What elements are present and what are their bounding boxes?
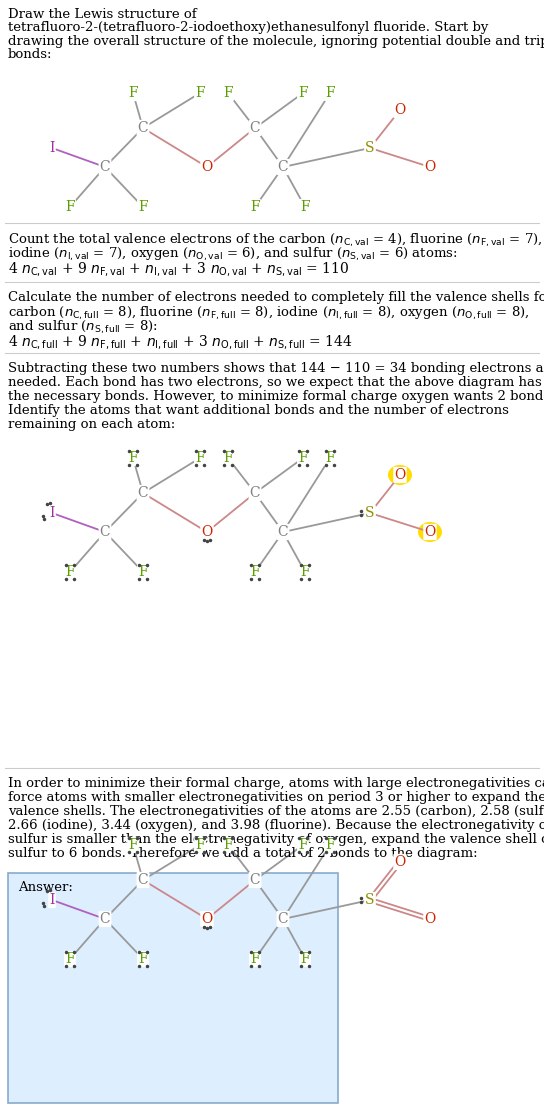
Text: O: O — [201, 525, 213, 539]
Text: C: C — [138, 121, 149, 135]
Text: C: C — [250, 486, 261, 500]
Text: C: C — [277, 160, 288, 173]
Text: 4 $n_{\mathrm{C,full}}$ + 9 $n_{\mathrm{F,full}}$ + $n_{\mathrm{I,full}}$ + 3 $n: 4 $n_{\mathrm{C,full}}$ + 9 $n_{\mathrm{… — [8, 332, 353, 351]
Text: F: F — [223, 451, 233, 465]
Text: F: F — [300, 565, 310, 579]
Text: In order to minimize their formal charge, atoms with large electronegativities c: In order to minimize their formal charge… — [8, 777, 544, 790]
Text: Identify the atoms that want additional bonds and the number of electrons: Identify the atoms that want additional … — [8, 404, 509, 417]
Text: F: F — [298, 86, 308, 100]
Text: F: F — [325, 838, 335, 852]
Text: F: F — [223, 838, 233, 852]
Text: O: O — [394, 468, 406, 481]
Text: F: F — [138, 565, 148, 579]
Text: valence shells. The electronegativities of the atoms are 2.55 (carbon), 2.58 (su: valence shells. The electronegativities … — [8, 805, 544, 818]
Text: remaining on each atom:: remaining on each atom: — [8, 418, 175, 431]
Text: F: F — [65, 565, 75, 579]
Ellipse shape — [388, 465, 412, 485]
Text: the necessary bonds. However, to minimize formal charge oxygen wants 2 bonds.: the necessary bonds. However, to minimiz… — [8, 390, 544, 403]
Text: Subtracting these two numbers shows that 144 − 110 = 34 bonding electrons are: Subtracting these two numbers shows that… — [8, 363, 544, 375]
Text: C: C — [250, 121, 261, 135]
Text: needed. Each bond has two electrons, so we expect that the above diagram has all: needed. Each bond has two electrons, so … — [8, 376, 544, 389]
Text: S: S — [365, 141, 375, 155]
Text: S: S — [365, 506, 375, 520]
Text: F: F — [138, 952, 148, 966]
Text: F: F — [65, 200, 75, 214]
Text: S: S — [365, 893, 375, 907]
Text: F: F — [138, 200, 148, 214]
Text: Answer:: Answer: — [18, 881, 73, 894]
Text: O: O — [424, 912, 436, 926]
Text: F: F — [128, 451, 138, 465]
Ellipse shape — [418, 522, 442, 542]
Text: sulfur is smaller than the electronegativity of oxygen, expand the valence shell: sulfur is smaller than the electronegati… — [8, 833, 544, 846]
Text: bonds:: bonds: — [8, 49, 53, 61]
Text: I: I — [50, 893, 55, 907]
Text: F: F — [65, 952, 75, 966]
Text: F: F — [223, 86, 233, 100]
Text: C: C — [100, 160, 110, 173]
Text: I: I — [50, 141, 55, 155]
Text: force atoms with smaller electronegativities on period 3 or higher to expand the: force atoms with smaller electronegativi… — [8, 791, 544, 804]
Text: O: O — [424, 525, 436, 539]
Text: O: O — [201, 160, 213, 173]
Text: C: C — [100, 912, 110, 926]
Text: C: C — [277, 912, 288, 926]
Text: C: C — [100, 525, 110, 539]
Text: F: F — [250, 200, 260, 214]
Text: O: O — [394, 103, 406, 117]
Text: F: F — [325, 451, 335, 465]
Text: F: F — [298, 838, 308, 852]
Text: carbon ($n_{\mathrm{C,full}}$ = 8), fluorine ($n_{\mathrm{F,full}}$ = 8), iodine: carbon ($n_{\mathrm{C,full}}$ = 8), fluo… — [8, 305, 529, 322]
Text: F: F — [300, 952, 310, 966]
Text: F: F — [250, 952, 260, 966]
Text: Draw the Lewis structure of: Draw the Lewis structure of — [8, 8, 196, 21]
Text: O: O — [394, 855, 406, 868]
Text: tetrafluoro-2-(tetrafluoro-2-iodoethoxy)ethanesulfonyl fluoride. Start by: tetrafluoro-2-(tetrafluoro-2-iodoethoxy)… — [8, 21, 489, 34]
Text: O: O — [424, 160, 436, 173]
Text: sulfur to 6 bonds. Therefore we add a total of 2 bonds to the diagram:: sulfur to 6 bonds. Therefore we add a to… — [8, 847, 478, 860]
Text: F: F — [195, 86, 205, 100]
Text: C: C — [277, 525, 288, 539]
Text: F: F — [298, 451, 308, 465]
Text: Calculate the number of electrons needed to completely fill the valence shells f: Calculate the number of electrons needed… — [8, 291, 544, 304]
Text: F: F — [300, 200, 310, 214]
Text: F: F — [195, 451, 205, 465]
Text: I: I — [50, 506, 55, 520]
Text: iodine ($n_{\mathrm{I,val}}$ = 7), oxygen ($n_{\mathrm{O,val}}$ = 6), and sulfur: iodine ($n_{\mathrm{I,val}}$ = 7), oxyge… — [8, 246, 458, 264]
Text: drawing the overall structure of the molecule, ignoring potential double and tri: drawing the overall structure of the mol… — [8, 34, 544, 48]
Text: C: C — [138, 873, 149, 887]
Text: Count the total valence electrons of the carbon ($n_{\mathrm{C,val}}$ = 4), fluo: Count the total valence electrons of the… — [8, 232, 542, 249]
Text: F: F — [128, 838, 138, 852]
Text: F: F — [128, 86, 138, 100]
Text: F: F — [195, 838, 205, 852]
Text: F: F — [250, 565, 260, 579]
Text: F: F — [325, 86, 335, 100]
Text: C: C — [138, 486, 149, 500]
Text: C: C — [250, 873, 261, 887]
Text: O: O — [201, 912, 213, 926]
Text: 4 $n_{\mathrm{C,val}}$ + 9 $n_{\mathrm{F,val}}$ + $n_{\mathrm{I,val}}$ + 3 $n_{\: 4 $n_{\mathrm{C,val}}$ + 9 $n_{\mathrm{F… — [8, 260, 349, 278]
FancyBboxPatch shape — [8, 873, 338, 1103]
Text: 2.66 (iodine), 3.44 (oxygen), and 3.98 (fluorine). Because the electronegativity: 2.66 (iodine), 3.44 (oxygen), and 3.98 (… — [8, 820, 544, 832]
Text: and sulfur ($n_{\mathrm{S,full}}$ = 8):: and sulfur ($n_{\mathrm{S,full}}$ = 8): — [8, 319, 158, 336]
